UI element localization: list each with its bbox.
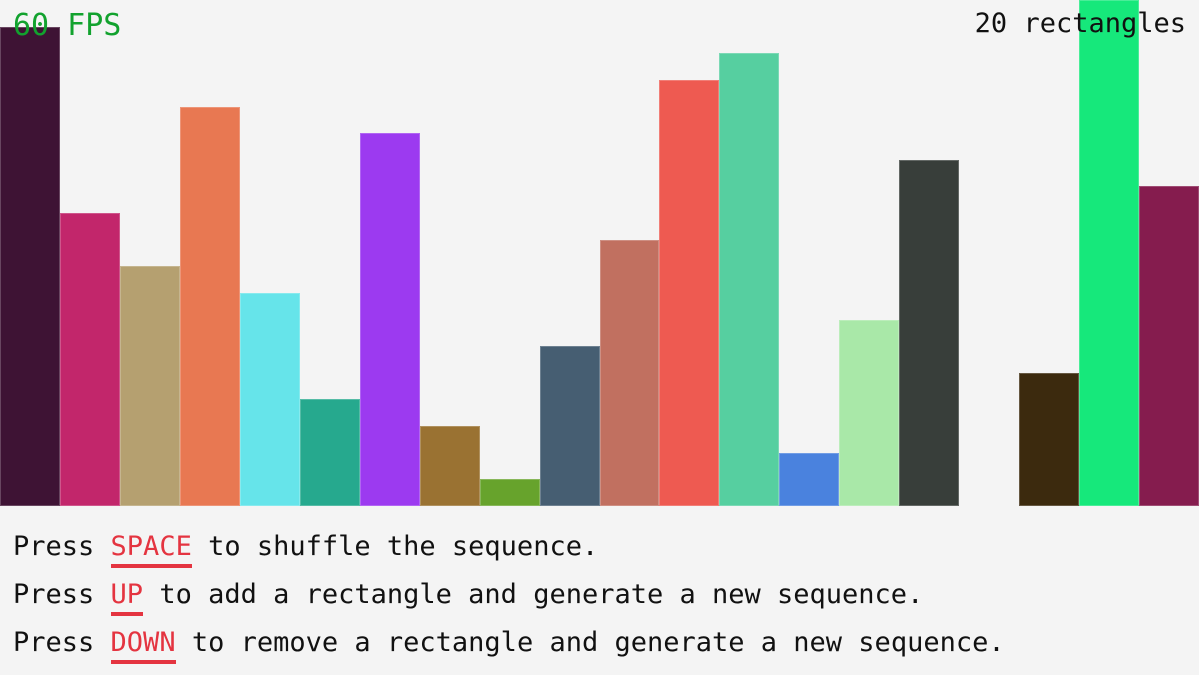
rectangle-bar xyxy=(299,399,360,506)
instruction-prefix: Press xyxy=(13,627,111,658)
instruction-prefix: Press xyxy=(13,579,111,610)
rectangle-bar xyxy=(239,292,300,506)
instructions-panel: Press SPACE to shuffle the sequence. Pre… xyxy=(13,523,1005,667)
instruction-rest: to shuffle the sequence. xyxy=(191,531,599,562)
rectangle-bar xyxy=(479,479,540,506)
instruction-add: Press UP to add a rectangle and generate… xyxy=(13,571,1005,619)
fps-counter: 60 FPS xyxy=(13,8,122,43)
instruction-rest: to remove a rectangle and generate a new… xyxy=(175,627,1005,658)
rectangle-bar xyxy=(599,239,660,506)
rectangle-bar xyxy=(119,266,180,506)
key-down-label: DOWN xyxy=(110,627,176,664)
rectangle-bar xyxy=(839,319,900,506)
rectangle-bar xyxy=(0,26,60,506)
rectangle-bar xyxy=(899,159,960,506)
rectangle-bar xyxy=(179,106,240,506)
key-space-label: SPACE xyxy=(110,531,192,568)
rectangle-bar xyxy=(1079,0,1140,506)
rectangle-bar xyxy=(359,133,420,506)
rectangle-bar xyxy=(539,346,600,506)
rectangle-bar xyxy=(419,426,480,506)
rectangle-bar xyxy=(59,213,120,506)
instruction-remove: Press DOWN to remove a rectangle and gen… xyxy=(13,619,1005,667)
bars-container xyxy=(0,0,1199,506)
rectangle-bar xyxy=(659,79,720,506)
instruction-prefix: Press xyxy=(13,531,111,562)
rectangle-bar xyxy=(1139,186,1199,506)
rectangle-count-label: 20 rectangles xyxy=(974,8,1186,39)
instruction-shuffle: Press SPACE to shuffle the sequence. xyxy=(13,523,1005,571)
key-up-label: UP xyxy=(110,579,144,616)
rectangle-bar xyxy=(719,53,780,506)
rectangle-bar xyxy=(1019,372,1080,506)
instruction-rest: to add a rectangle and generate a new se… xyxy=(143,579,924,610)
rectangle-bar xyxy=(779,452,840,506)
